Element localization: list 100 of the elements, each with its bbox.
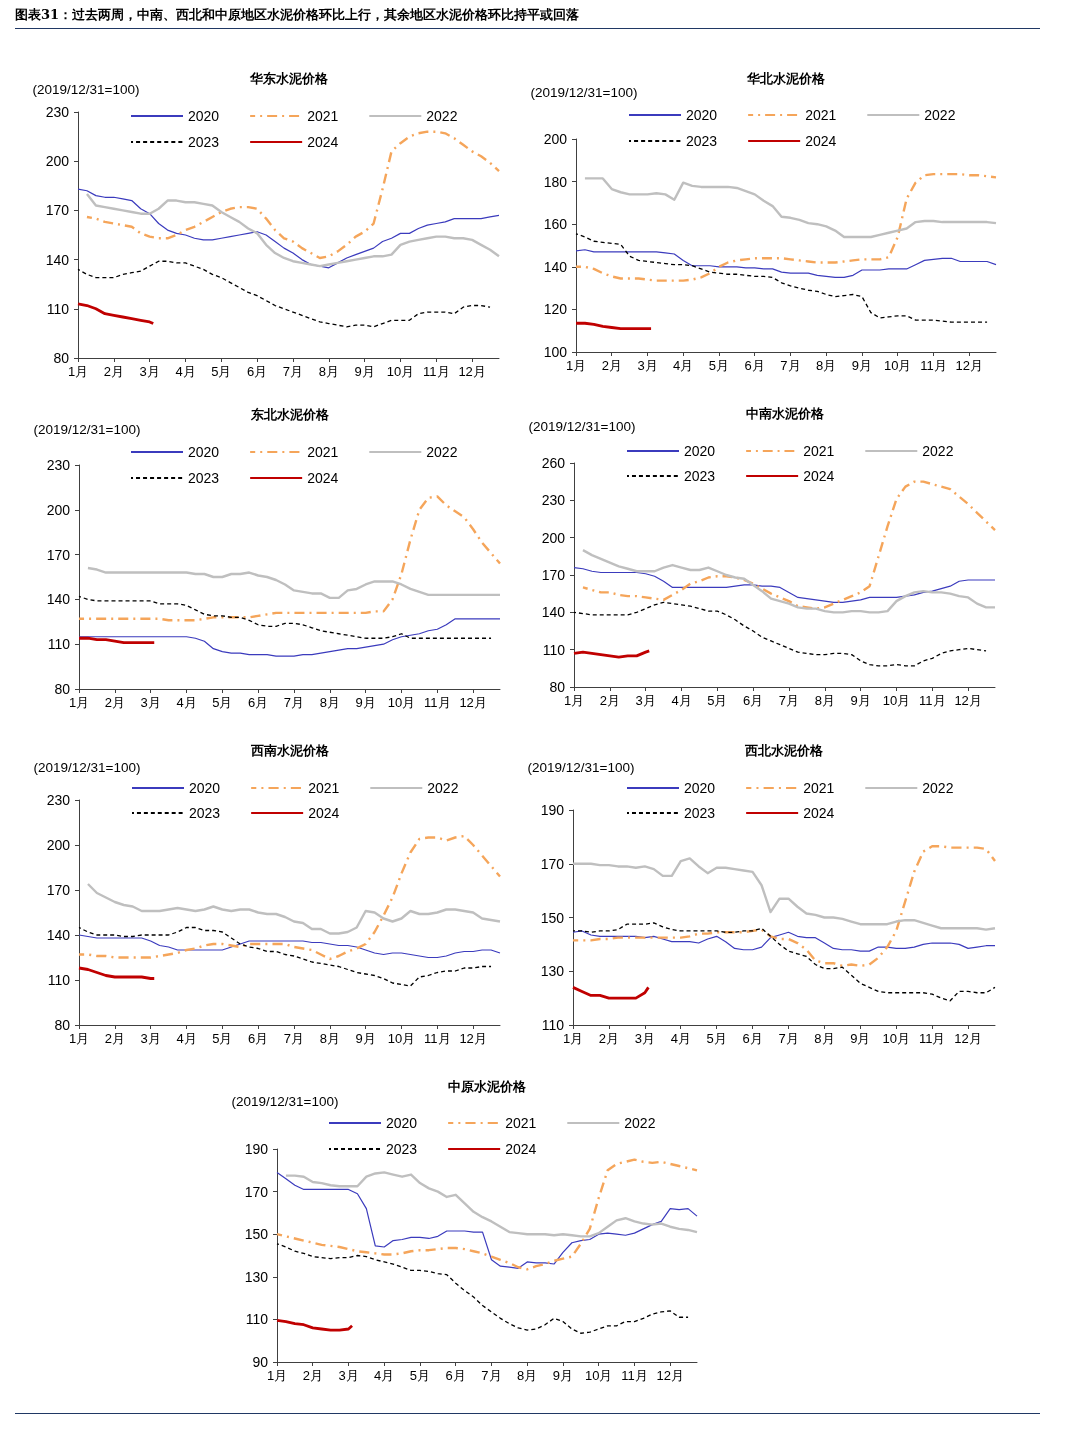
line-series xyxy=(571,857,997,931)
x-tick-label: 4月 xyxy=(671,693,692,708)
y-tick-label: 170 xyxy=(46,882,71,898)
line-series xyxy=(77,966,156,980)
line-series xyxy=(78,934,501,959)
y-tick-label: 150 xyxy=(540,909,565,926)
x-tick-label: 12月 xyxy=(954,693,982,708)
x-tick-label: 11月 xyxy=(424,1031,451,1046)
x-tick-label: 4月 xyxy=(176,695,197,710)
x-tick-label: 1月 xyxy=(562,1031,584,1046)
legend-label: 2024 xyxy=(307,134,339,150)
y-tick-label: 110 xyxy=(541,1017,565,1033)
x-tick-label: 4月 xyxy=(673,358,694,373)
legend-label: 2023 xyxy=(684,805,716,821)
x-tick-label: 8月 xyxy=(814,1031,835,1046)
line-series xyxy=(86,882,502,935)
legend-label: 2020 xyxy=(684,443,716,459)
x-tick-label: 8月 xyxy=(517,1368,538,1383)
y-tick-label: 150 xyxy=(244,1226,269,1243)
line-series xyxy=(572,649,651,659)
y-tick-label: 130 xyxy=(244,1268,269,1285)
x-tick-label: 8月 xyxy=(319,1031,340,1046)
chart-title: 西南水泥价格 xyxy=(249,743,330,758)
legend-label: 2021 xyxy=(307,108,339,124)
y-axis-title: (2019/12/31=100) xyxy=(530,84,638,100)
legend-label: 2020 xyxy=(684,780,716,796)
x-tick-label: 12月 xyxy=(656,1368,684,1383)
y-tick-label: 130 xyxy=(540,963,565,980)
line-series xyxy=(85,130,501,260)
x-tick-label: 4月 xyxy=(176,1031,197,1046)
x-tick-label: 11月 xyxy=(424,695,451,710)
x-tick-label: 5月 xyxy=(409,1368,431,1383)
line-series xyxy=(573,566,996,603)
legend-label: 2022 xyxy=(427,780,459,796)
legend-label: 2024 xyxy=(307,470,339,486)
line-series xyxy=(276,1243,689,1334)
line-series xyxy=(86,566,502,600)
x-tick-label: 6月 xyxy=(248,1031,269,1046)
y-tick-label: 110 xyxy=(47,636,71,653)
y-tick-label: 230 xyxy=(541,492,566,509)
x-tick-label: 9月 xyxy=(851,358,873,373)
x-tick-label: 2月 xyxy=(599,693,620,708)
x-tick-label: 11月 xyxy=(918,1031,946,1046)
x-tick-label: 5月 xyxy=(212,695,233,710)
line-series xyxy=(575,233,988,323)
line-series xyxy=(77,834,502,961)
x-tick-label: 10月 xyxy=(584,1368,613,1383)
y-axis-title: (2019/12/31=100) xyxy=(527,759,635,775)
legend-label: 2020 xyxy=(188,444,220,460)
line-series xyxy=(571,845,997,968)
x-tick-label: 10月 xyxy=(882,693,911,708)
text: 图表31：过去两周，中南、西北和中原地区水泥价格环比上行，其余地区水泥价格环比持平或回落 xyxy=(15,6,581,24)
legend-label: 2022 xyxy=(924,107,956,123)
x-tick-label: 10月 xyxy=(882,1031,910,1046)
legend-label: 2022 xyxy=(426,444,458,460)
line-series xyxy=(77,260,491,328)
y-tick-label: 200 xyxy=(543,131,568,147)
y-tick-label: 170 xyxy=(46,546,71,563)
y-tick-label: 200 xyxy=(541,529,566,546)
x-tick-label: 4月 xyxy=(175,364,196,379)
x-tick-label: 6月 xyxy=(743,693,764,708)
x-tick-label: 7月 xyxy=(283,695,305,710)
chart-title: 西北水泥价格 xyxy=(744,743,824,758)
x-tick-label: 3月 xyxy=(635,693,656,708)
x-tick-label: 8月 xyxy=(814,693,835,708)
y-axis-title: (2019/12/31=100) xyxy=(231,1093,339,1109)
x-tick-label: 11月 xyxy=(423,364,450,379)
x-tick-label: 1月 xyxy=(266,1368,288,1383)
y-tick-label: 260 xyxy=(541,455,566,471)
y-axis-title: (2019/12/31=100) xyxy=(32,81,140,97)
x-tick-label: 9月 xyxy=(354,364,375,379)
legend-label: 2022 xyxy=(922,443,954,459)
line-series xyxy=(575,249,997,279)
y-tick-label: 120 xyxy=(543,301,568,318)
y-tick-label: 80 xyxy=(53,350,70,366)
y-tick-label: 180 xyxy=(543,173,568,190)
x-tick-label: 10月 xyxy=(387,695,416,710)
x-tick-label: 5月 xyxy=(211,364,232,379)
line-series xyxy=(571,985,650,1000)
x-tick-label: 6月 xyxy=(742,1031,763,1046)
y-tick-label: 160 xyxy=(543,216,568,233)
legend-label: 2024 xyxy=(803,805,835,821)
x-tick-label: 1月 xyxy=(68,695,90,710)
x-tick-label: 6月 xyxy=(744,358,765,373)
legend-label: 2021 xyxy=(505,1115,537,1131)
x-tick-label: 1月 xyxy=(563,693,585,708)
legend-label: 2021 xyxy=(803,443,835,459)
legend-label: 2023 xyxy=(188,134,220,150)
line-series xyxy=(581,548,997,614)
y-tick-label: 90 xyxy=(252,1354,269,1370)
y-tick-label: 230 xyxy=(46,457,71,473)
x-tick-label: 5月 xyxy=(708,358,730,373)
y-tick-label: 110 xyxy=(46,300,70,317)
line-series xyxy=(78,618,501,657)
x-tick-label: 6月 xyxy=(445,1368,466,1383)
y-tick-label: 140 xyxy=(46,927,71,943)
legend-label: 2024 xyxy=(505,1141,537,1157)
y-tick-label: 140 xyxy=(541,604,566,621)
line-series xyxy=(78,595,492,639)
x-tick-label: 2月 xyxy=(104,695,125,710)
